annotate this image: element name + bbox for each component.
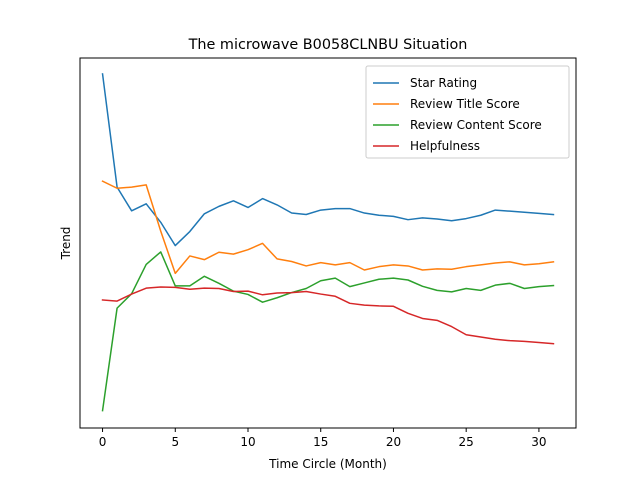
legend-label-3: Helpfulness [410, 139, 480, 153]
series-line-2 [101, 251, 555, 412]
legend-label-0: Star Rating [410, 76, 477, 90]
series-line-3 [101, 286, 555, 345]
x-tick-label-3: 15 [313, 435, 328, 449]
x-tick-label-1: 5 [171, 435, 179, 449]
x-tick-label-2: 10 [240, 435, 255, 449]
legend-label-1: Review Title Score [410, 97, 520, 111]
plot-area [101, 73, 555, 412]
y-axis-label: Trend [59, 227, 73, 261]
x-axis-label: Time Circle (Month) [268, 457, 387, 471]
legend-box [365, 65, 570, 159]
x-tick-label-4: 20 [386, 435, 401, 449]
axes-frame [79, 57, 577, 429]
legend-label-2: Review Content Score [410, 118, 542, 132]
series-line-0 [101, 73, 555, 247]
x-axis-ticks: 0 5 10 15 20 25 30 [99, 428, 547, 449]
series-line-1 [101, 180, 555, 275]
legend: Star Rating Review Title Score Review Cont… [365, 65, 570, 159]
chart-title: The microwave B0058CLNBU Situation [188, 37, 468, 53]
x-tick-label-5: 25 [459, 435, 474, 449]
x-tick-label-6: 30 [531, 435, 546, 449]
x-tick-label-0: 0 [99, 435, 107, 449]
